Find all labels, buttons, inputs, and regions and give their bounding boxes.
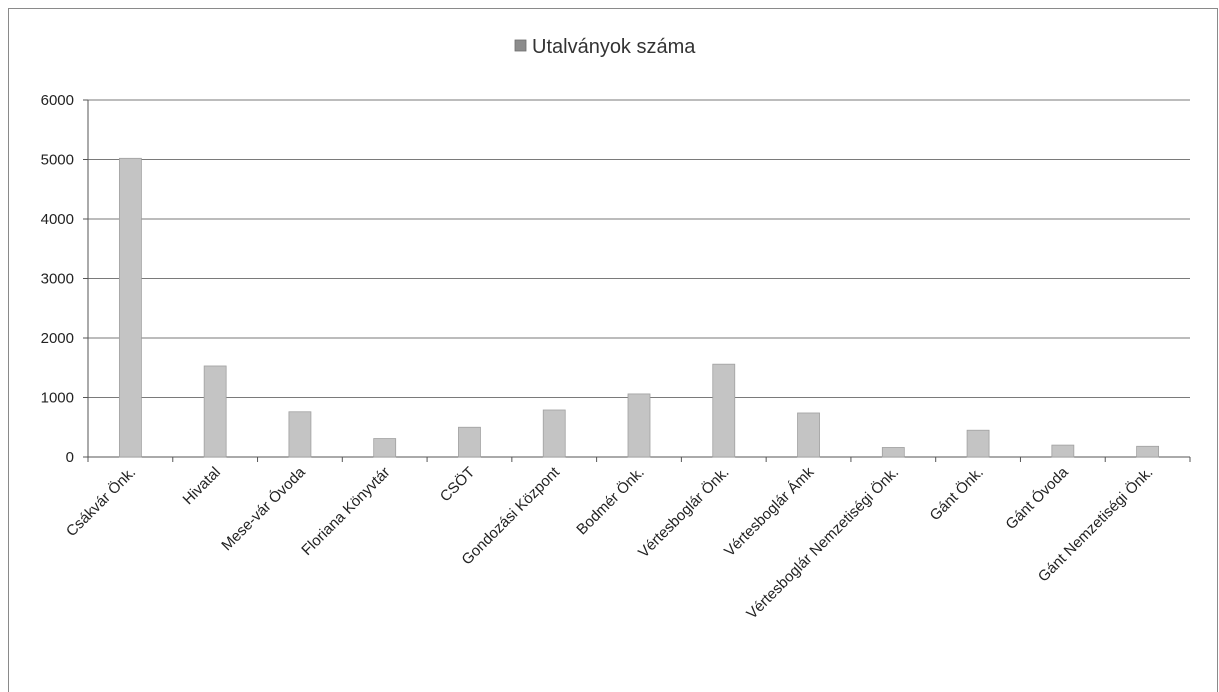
x-category-label: Bodmér Önk. [573, 463, 648, 538]
y-tick-label: 2000 [41, 330, 74, 347]
bar [373, 438, 397, 458]
x-category-label: Gánt Óvoda [1002, 463, 1072, 533]
bar [288, 411, 312, 458]
x-category-label: Floriana Könyvtár [298, 464, 393, 559]
y-tick-label: 6000 [41, 92, 74, 109]
chart-frame [8, 8, 1218, 692]
legend-label: Utalványok száma [532, 36, 696, 58]
bar [966, 429, 990, 458]
bar [712, 363, 736, 458]
bar [797, 412, 820, 458]
y-tick-label: 5000 [41, 152, 74, 169]
bar [881, 447, 905, 458]
bar [1136, 445, 1160, 458]
x-category-label: Vértesboglár Önk. [634, 463, 732, 561]
bar [118, 157, 142, 458]
bar [627, 393, 651, 458]
x-category-label: Mese-vár Óvoda [218, 463, 309, 554]
bar [458, 426, 481, 458]
bar [203, 365, 227, 458]
y-tick-label: 1000 [41, 390, 74, 407]
x-category-label: CSÖT [436, 463, 478, 505]
x-category-label: Csákvár Önk. [62, 463, 139, 540]
y-tick-label: 0 [66, 449, 74, 466]
x-category-label: Vértesboglár Nemzetiségi Önk. [743, 463, 903, 623]
bar [1051, 444, 1075, 458]
bar [542, 409, 566, 458]
y-tick-label: 3000 [41, 271, 74, 288]
x-category-label: Vértesboglár Ámk [721, 463, 818, 560]
x-category-label: Gánt Önk. [926, 463, 987, 524]
x-category-label: Hivatal [180, 464, 224, 508]
y-tick-label: 4000 [41, 211, 74, 228]
legend-swatch [514, 39, 527, 52]
